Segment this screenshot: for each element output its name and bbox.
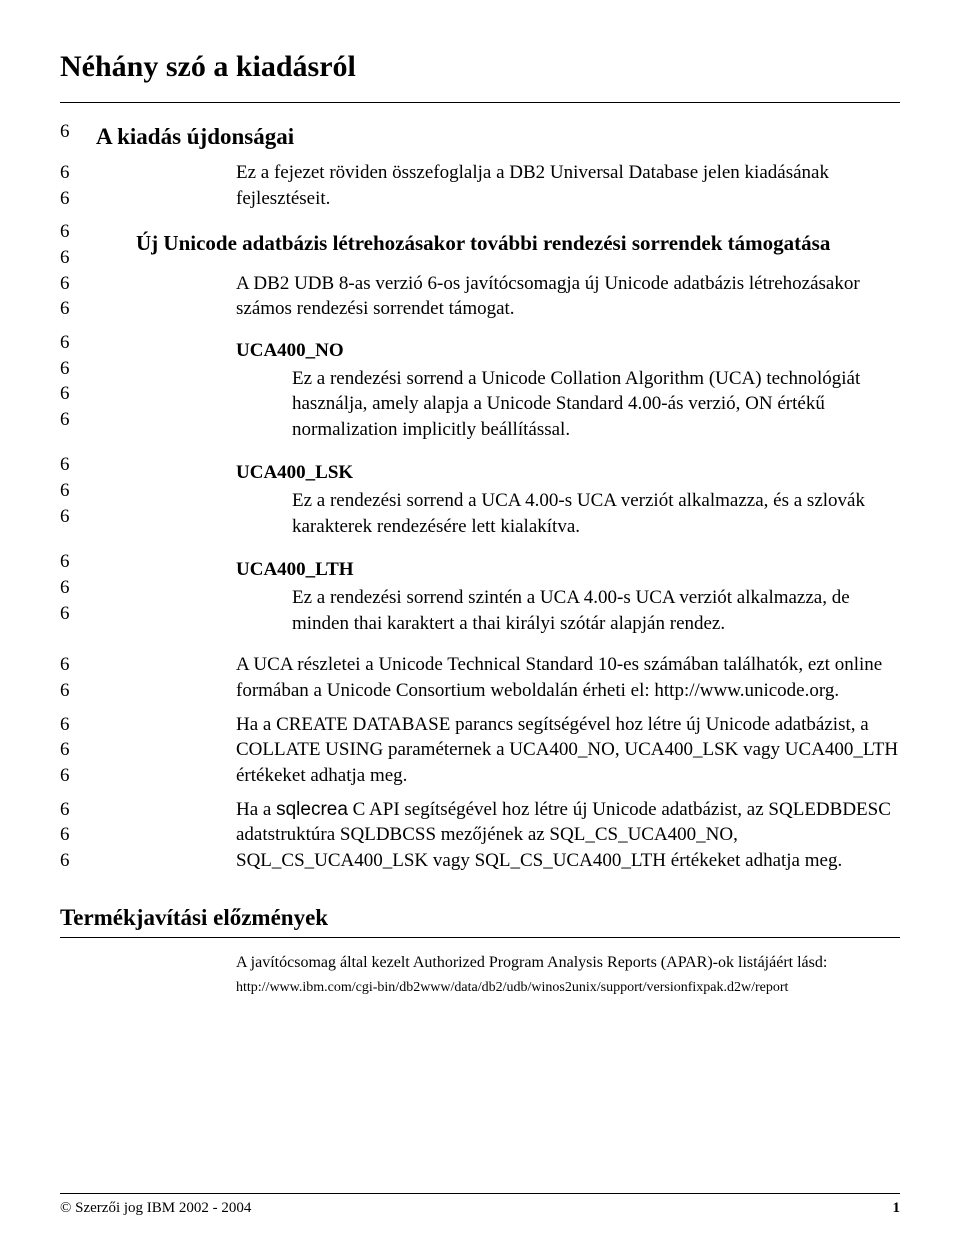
row-dl-0: 6 6 6 6 UCA400_NO Ez a rendezési sorrend… <box>60 330 900 453</box>
row-create-db: 6 6 6 Ha a CREATE DATABASE parancs segít… <box>60 712 900 797</box>
row-intro: 6 6 Ez a fejezet röviden összefoglalja a… <box>60 160 900 219</box>
sqlecrea-code: sqlecrea <box>276 799 348 820</box>
rev-marker: 6 6 <box>60 219 86 270</box>
row-sub-intro: 6 6 A DB2 UDB 8-as verzió 6-os javítócso… <box>60 271 900 330</box>
heading-news: A kiadás újdonságai <box>96 121 900 152</box>
rev-marker: 6 6 6 <box>60 797 86 874</box>
row-dl-2: 6 6 6 UCA400_LTH Ez a rendezési sorrend … <box>60 549 900 646</box>
page-number: 1 <box>893 1200 901 1217</box>
dl-term-2: UCA400_LTH <box>236 557 900 583</box>
row-dl-1: 6 6 6 UCA400_LSK Ez a rendezési sorrend … <box>60 452 900 549</box>
copyright-text: © Szerzői jog IBM 2002 - 2004 <box>60 1200 251 1217</box>
row-heading-news: 6 A kiadás újdonságai <box>60 119 900 160</box>
dl-term-0: UCA400_NO <box>236 338 900 364</box>
sub-heading: Új Unicode adatbázis létrehozásakor tová… <box>136 229 900 257</box>
uca-details-text: A UCA részletei a Unicode Technical Stan… <box>236 652 900 703</box>
history-heading: Termékjavítási előzmények <box>60 905 900 931</box>
page-title: Néhány szó a kiadásról <box>60 50 900 84</box>
history-url: http://www.ibm.com/cgi-bin/db2www/data/d… <box>236 980 900 996</box>
title-rule <box>60 102 900 103</box>
dl-def-0: Ez a rendezési sorrend a Unicode Collati… <box>292 366 900 443</box>
rev-marker: 6 6 6 6 <box>60 330 86 433</box>
page-footer: © Szerzői jog IBM 2002 - 2004 1 <box>60 1193 900 1217</box>
sqlecrea-text: Ha a sqlecrea C API segítségével hoz lét… <box>236 797 900 874</box>
rev-marker: 6 6 <box>60 652 86 703</box>
row-sqlecrea: 6 6 6 Ha a sqlecrea C API segítségével h… <box>60 797 900 882</box>
rev-marker: 6 6 6 <box>60 549 86 626</box>
dl-def-1: Ez a rendezési sorrend a UCA 4.00-s UCA … <box>292 488 900 539</box>
rev-marker: 6 6 <box>60 271 86 322</box>
sqlecrea-prefix: Ha a <box>236 799 276 820</box>
rev-marker: 6 6 <box>60 160 86 211</box>
intro-text: Ez a fejezet röviden összefoglalja a DB2… <box>236 160 900 211</box>
sub-intro: A DB2 UDB 8-as verzió 6-os javítócsomagj… <box>236 271 900 322</box>
rev-marker: 6 6 6 <box>60 712 86 789</box>
create-db-text: Ha a CREATE DATABASE parancs segítségéve… <box>236 712 900 789</box>
history-para: A javítócsomag által kezelt Authorized P… <box>236 954 900 972</box>
row-subheading: 6 6 Új Unicode adatbázis létrehozásakor … <box>60 219 900 270</box>
dl-def-2: Ez a rendezési sorrend szintén a UCA 4.0… <box>292 585 900 636</box>
dl-term-1: UCA400_LSK <box>236 460 900 486</box>
page-container: Néhány szó a kiadásról 6 A kiadás újdons… <box>0 0 960 1253</box>
rev-marker: 6 6 6 <box>60 452 86 529</box>
history-rule <box>60 937 900 938</box>
rev-marker: 6 <box>60 119 86 145</box>
row-uca-details: 6 6 A UCA részletei a Unicode Technical … <box>60 652 900 711</box>
